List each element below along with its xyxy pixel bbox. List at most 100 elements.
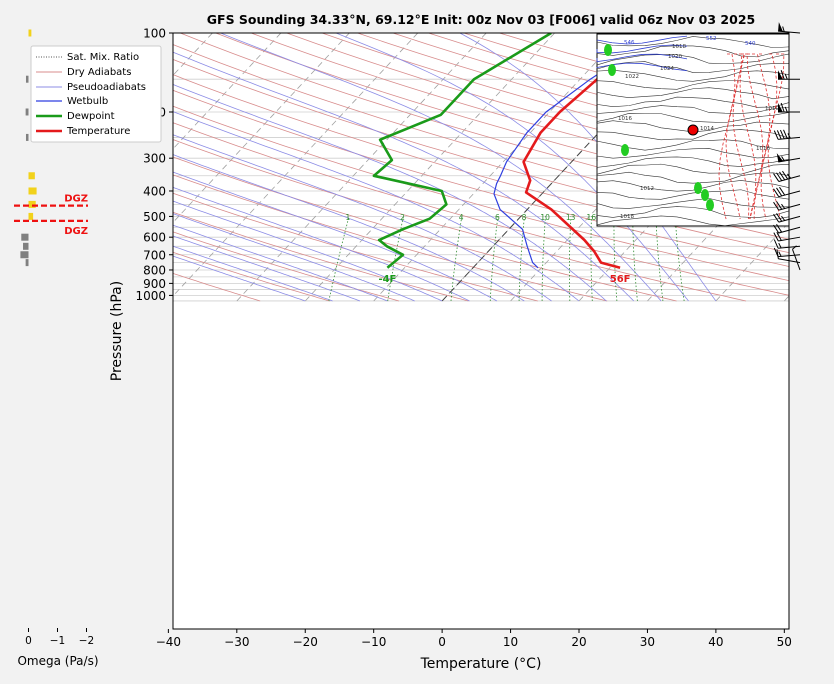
wind-barb-full (773, 232, 779, 242)
legend-label-temperature: Temperature (66, 126, 130, 137)
dry-adiabat-line (173, 192, 538, 302)
mixing-ratio-line (613, 216, 618, 302)
pseudoadiabat-line (459, 33, 717, 302)
pseudoadiabat-line (173, 154, 525, 302)
omega-bar (28, 29, 32, 37)
x-tick-label: −20 (293, 635, 318, 649)
wind-barb-staff (778, 245, 801, 249)
omega-bar (25, 108, 29, 116)
x-tick-label: 20 (571, 635, 586, 649)
wind-barb-full (773, 201, 780, 211)
pseudoadiabat-line (220, 33, 662, 302)
wind-barb (773, 213, 801, 223)
pseudoadiabat-line (173, 134, 552, 302)
wind-barb-staff (778, 236, 801, 242)
pseudoadiabat-line (173, 111, 580, 302)
pseudoadiabat-line (173, 224, 388, 302)
pseudoadiabat-line (173, 200, 443, 302)
dry-adiabat-line (173, 139, 747, 302)
inset-contour (596, 80, 790, 90)
omega-bar (28, 212, 34, 220)
inset-contour (596, 105, 790, 114)
wind-barb-half (792, 245, 797, 250)
omega-bar (20, 251, 29, 259)
inset-contour (596, 139, 790, 151)
inset-contour (596, 120, 790, 133)
wind-barb (773, 231, 801, 242)
wind-barb-staff (778, 258, 801, 264)
wind-barb (773, 129, 801, 140)
wind-barb-full (773, 224, 780, 234)
inset-location-marker (687, 124, 699, 136)
x-axis-ticks: −40 −30 −20 −10 0 10 20 30 40 50 (156, 629, 792, 649)
inset-thickness-contour (739, 53, 757, 220)
wind-barb-half (784, 74, 788, 80)
y-tick-label: 100 (143, 27, 166, 41)
inset-contour-label: 1018 (620, 214, 634, 220)
wind-barb-full (776, 213, 783, 222)
pseudoadiabat-line (173, 84, 607, 302)
inset-precip-area (621, 144, 629, 156)
inset-thickness-contour (732, 53, 750, 220)
inset-contour (596, 129, 790, 141)
inset-contour (596, 148, 790, 159)
y-tick-label: 800 (143, 263, 166, 277)
wetbulb-line (493, 33, 662, 269)
inset-thickness-contour (760, 53, 778, 220)
wind-barb-flag (778, 70, 783, 80)
wind-barb-full (773, 239, 779, 249)
y-tick-label: 500 (143, 210, 166, 224)
y-tick-label: 600 (143, 231, 166, 245)
wind-barb-staff (792, 249, 801, 271)
sounding-profiles (372, 33, 665, 270)
inset-height-contour (596, 35, 688, 45)
dry-adiabat-line (215, 33, 789, 202)
wind-barb-full (776, 249, 779, 259)
inset-contour (596, 171, 790, 184)
dry-adiabat-line (173, 44, 789, 227)
wind-barb-half (787, 173, 792, 179)
pseudoadiabat-line (173, 51, 635, 302)
dry-adiabat-line (173, 251, 330, 302)
omega-bar (28, 187, 37, 195)
inset-contour (596, 96, 790, 108)
mixing-ratio-line (489, 216, 499, 302)
x-tick-label: −40 (156, 635, 181, 649)
wind-barb-full (779, 186, 786, 196)
x-tick-label: −30 (224, 635, 249, 649)
wind-barb (776, 153, 801, 163)
wind-barb-staff (778, 254, 801, 258)
dry-adiabat-line (173, 156, 677, 302)
mixing-ratio-label: 16 (587, 213, 597, 222)
y-axis-label: Pressure (hPa) (109, 281, 125, 381)
wind-barb-full (776, 223, 783, 233)
omega-bar (25, 259, 29, 267)
plot-frame (172, 32, 790, 630)
mixing-ratio-label: 1 (346, 213, 351, 222)
inset-precip-area (608, 64, 616, 76)
omega-bar (25, 75, 29, 83)
inset-contour (596, 87, 790, 100)
y-tick-label: 400 (143, 184, 166, 198)
wind-barb-full (776, 187, 783, 197)
inset-contour-label: 1014 (700, 126, 714, 132)
pseudoadiabat-line (173, 186, 470, 302)
dry-adiabat-line (173, 122, 789, 296)
omega-bar (23, 242, 29, 250)
pseudoadiabat-line (173, 213, 415, 302)
isotherm-line (715, 221, 789, 302)
inset-contour-label: 1022 (625, 74, 639, 80)
dry-adiabat-line (173, 74, 789, 254)
wind-barb (778, 102, 800, 113)
mixing-ratio-line (328, 216, 350, 302)
x-tick-label: 0 (438, 635, 446, 649)
chart-title: GFS Sounding 34.33°N, 69.12°E Init: 00z … (207, 12, 755, 27)
legend-label-dry-adiabats: Dry Adiabats (67, 67, 131, 78)
isotherm-line (236, 33, 487, 302)
y-tick-label: 1000 (135, 289, 166, 303)
wind-barb (792, 245, 801, 271)
mixing-ratio-line (590, 216, 593, 302)
wind-barb (773, 186, 801, 198)
dry-adiabat-line (173, 105, 789, 282)
surface-dewpoint-label: -4F (378, 274, 396, 285)
